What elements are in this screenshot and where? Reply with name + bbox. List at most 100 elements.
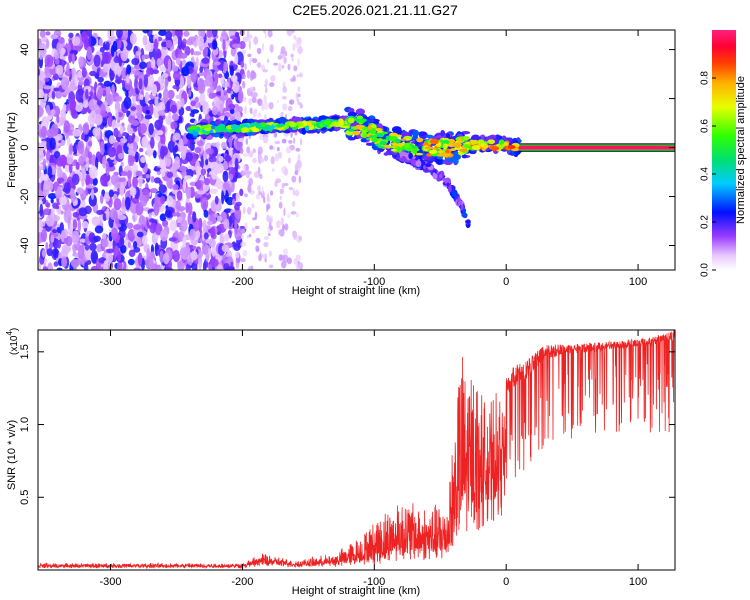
colorbar-gradient (712, 30, 736, 270)
noise-blob (99, 141, 105, 156)
noise-blob (213, 213, 219, 218)
noise-blob (128, 154, 135, 167)
noise-blob (148, 99, 155, 105)
noise-blob (59, 222, 65, 233)
signal-core-blob (395, 143, 404, 147)
noise-blob (228, 134, 233, 149)
noise-blob (143, 74, 149, 88)
noise-blob (139, 61, 147, 70)
signal-halo-blob (425, 134, 434, 139)
noise-blob (113, 95, 123, 102)
colorbar-label: Normalized spectral amplitude (735, 76, 747, 224)
signal-core-blob (371, 124, 377, 129)
noise-blob (81, 221, 89, 229)
noise-blob (170, 121, 178, 130)
signal-core-blob (498, 139, 505, 145)
noise-blob (229, 108, 235, 115)
signal-core-blob (458, 148, 468, 152)
noise-blob (188, 143, 193, 149)
sparse-noise-blob (242, 249, 248, 257)
noise-blob (120, 137, 128, 144)
branch-blob (461, 212, 468, 218)
sparse-noise-blob (294, 170, 299, 176)
sparse-noise-blob (263, 196, 266, 204)
signal-halo-blob (436, 156, 444, 160)
sparse-noise-blob (261, 186, 264, 195)
noise-blob (229, 147, 233, 159)
sparse-noise-blob (268, 264, 274, 269)
sparse-noise-blob (263, 236, 269, 240)
noise-blob (41, 228, 48, 243)
noise-blob (55, 64, 64, 75)
sparse-noise-blob (283, 207, 286, 217)
spectrogram-x-tick-label: 0 (503, 276, 509, 288)
branch-blob (410, 159, 417, 166)
signal-core-blob (268, 125, 275, 130)
snr-y-tick-label: 0.5 (19, 490, 31, 505)
noise-blob (71, 173, 80, 186)
sparse-noise-blob (246, 146, 251, 154)
noise-blob (131, 57, 140, 66)
noise-blob (130, 106, 137, 111)
noise-blob (197, 255, 203, 270)
sparse-noise-blob (280, 217, 284, 226)
branch-blob (425, 163, 432, 168)
noise-blob (96, 209, 105, 216)
sparse-noise-blob (242, 96, 247, 102)
noise-blob (93, 54, 101, 67)
noise-blob (133, 224, 142, 231)
noise-blob (46, 262, 54, 270)
noise-blob (168, 111, 172, 125)
noise-blob (45, 31, 51, 36)
sparse-noise-blob (268, 250, 273, 257)
sparse-noise-blob (252, 58, 258, 64)
sparse-noise-blob (298, 72, 303, 78)
noise-blob (136, 237, 142, 248)
noise-blob (202, 219, 207, 234)
noise-blob (128, 249, 136, 257)
noise-blob (214, 72, 219, 86)
noise-blob (222, 170, 229, 183)
sparse-noise-blob (247, 53, 252, 58)
signal-core-blob (370, 128, 377, 135)
noise-blob (126, 170, 132, 179)
sparse-noise-blob (259, 157, 265, 163)
noise-blob (42, 208, 52, 216)
snr-y-scale-exp: 4 (5, 331, 14, 336)
sparse-noise-blob (264, 114, 267, 121)
signal-core-blob (457, 138, 462, 142)
noise-blob (196, 140, 204, 147)
sparse-noise-blob (284, 168, 289, 176)
noise-blob (138, 123, 147, 134)
signal-core-blob (259, 122, 267, 127)
branch-blob (462, 208, 467, 214)
sparse-noise-blob (282, 103, 288, 111)
sparse-noise-blob (244, 222, 248, 230)
noise-blob (172, 212, 179, 217)
signal-core-blob (416, 137, 424, 143)
noise-blob (177, 36, 183, 50)
signal-core-blob (465, 141, 470, 145)
colorbar-tick-label: 0.4 (700, 167, 711, 181)
noise-blob (174, 156, 181, 170)
signal-core-blob (347, 117, 355, 124)
noise-blob (142, 35, 148, 46)
noise-blob (50, 34, 59, 40)
noise-blob (105, 162, 110, 177)
sparse-noise-blob (262, 69, 268, 73)
sparse-noise-blob (257, 61, 262, 69)
noise-blob (237, 138, 245, 143)
noise-blob (206, 36, 213, 44)
noise-blob (117, 251, 122, 262)
noise-blob (195, 180, 202, 190)
noise-blob (148, 122, 154, 136)
noise-blob (144, 114, 153, 120)
noise-blob (159, 229, 169, 242)
noise-blob (205, 148, 214, 155)
signal-core-blob (297, 122, 304, 127)
signal-core-blob (216, 124, 224, 131)
noise-blob (153, 105, 160, 119)
noise-blob (160, 195, 166, 205)
noise-blob (221, 244, 230, 253)
signal-core-blob (390, 148, 398, 152)
